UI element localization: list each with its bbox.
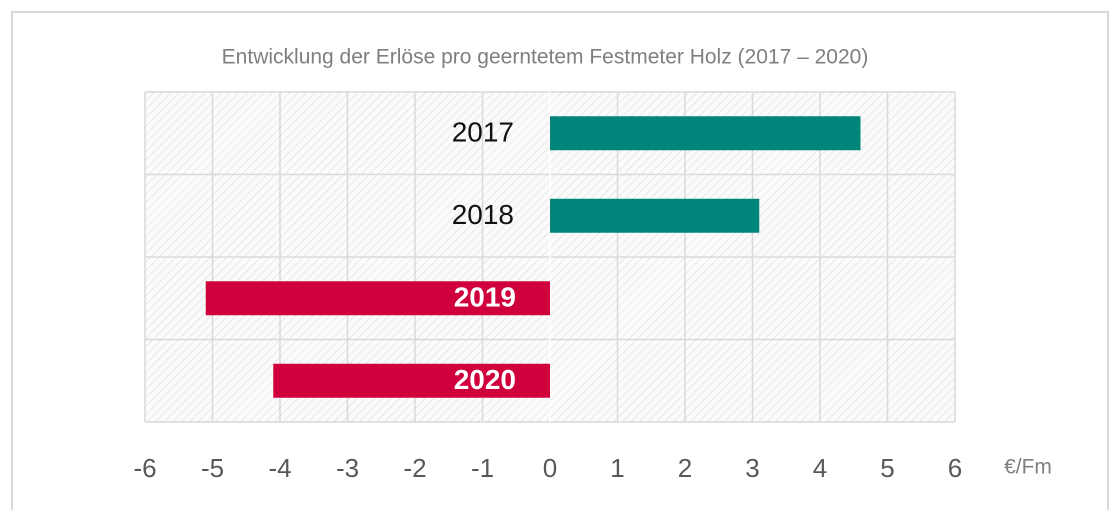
x-tick-label: 0 [543, 453, 557, 483]
x-tick-label: 3 [745, 453, 759, 483]
category-label: 2017 [452, 117, 514, 148]
category-label: 2020 [454, 364, 516, 395]
x-tick-label: 2 [678, 453, 692, 483]
chart-title: Entwicklung der Erlöse pro geerntetem Fe… [222, 46, 869, 69]
x-tick-label: 4 [813, 453, 827, 483]
bar [273, 363, 550, 398]
bar [550, 116, 861, 151]
category-label: 2018 [452, 199, 514, 230]
x-tick-label: -3 [336, 453, 359, 483]
x-axis-label: €/Fm [1004, 456, 1052, 479]
x-tick-label: 1 [610, 453, 624, 483]
x-tick-label: -6 [133, 453, 156, 483]
x-tick-label: -2 [403, 453, 426, 483]
category-label: 2019 [454, 282, 516, 313]
frame [11, 11, 1109, 510]
x-tick-label: -1 [471, 453, 494, 483]
x-tick-label: 6 [948, 453, 962, 483]
bar [550, 198, 760, 233]
x-tick-label: -4 [268, 453, 291, 483]
bar [205, 281, 550, 316]
x-tick-label: 5 [880, 453, 894, 483]
x-tick-label: -5 [201, 453, 224, 483]
